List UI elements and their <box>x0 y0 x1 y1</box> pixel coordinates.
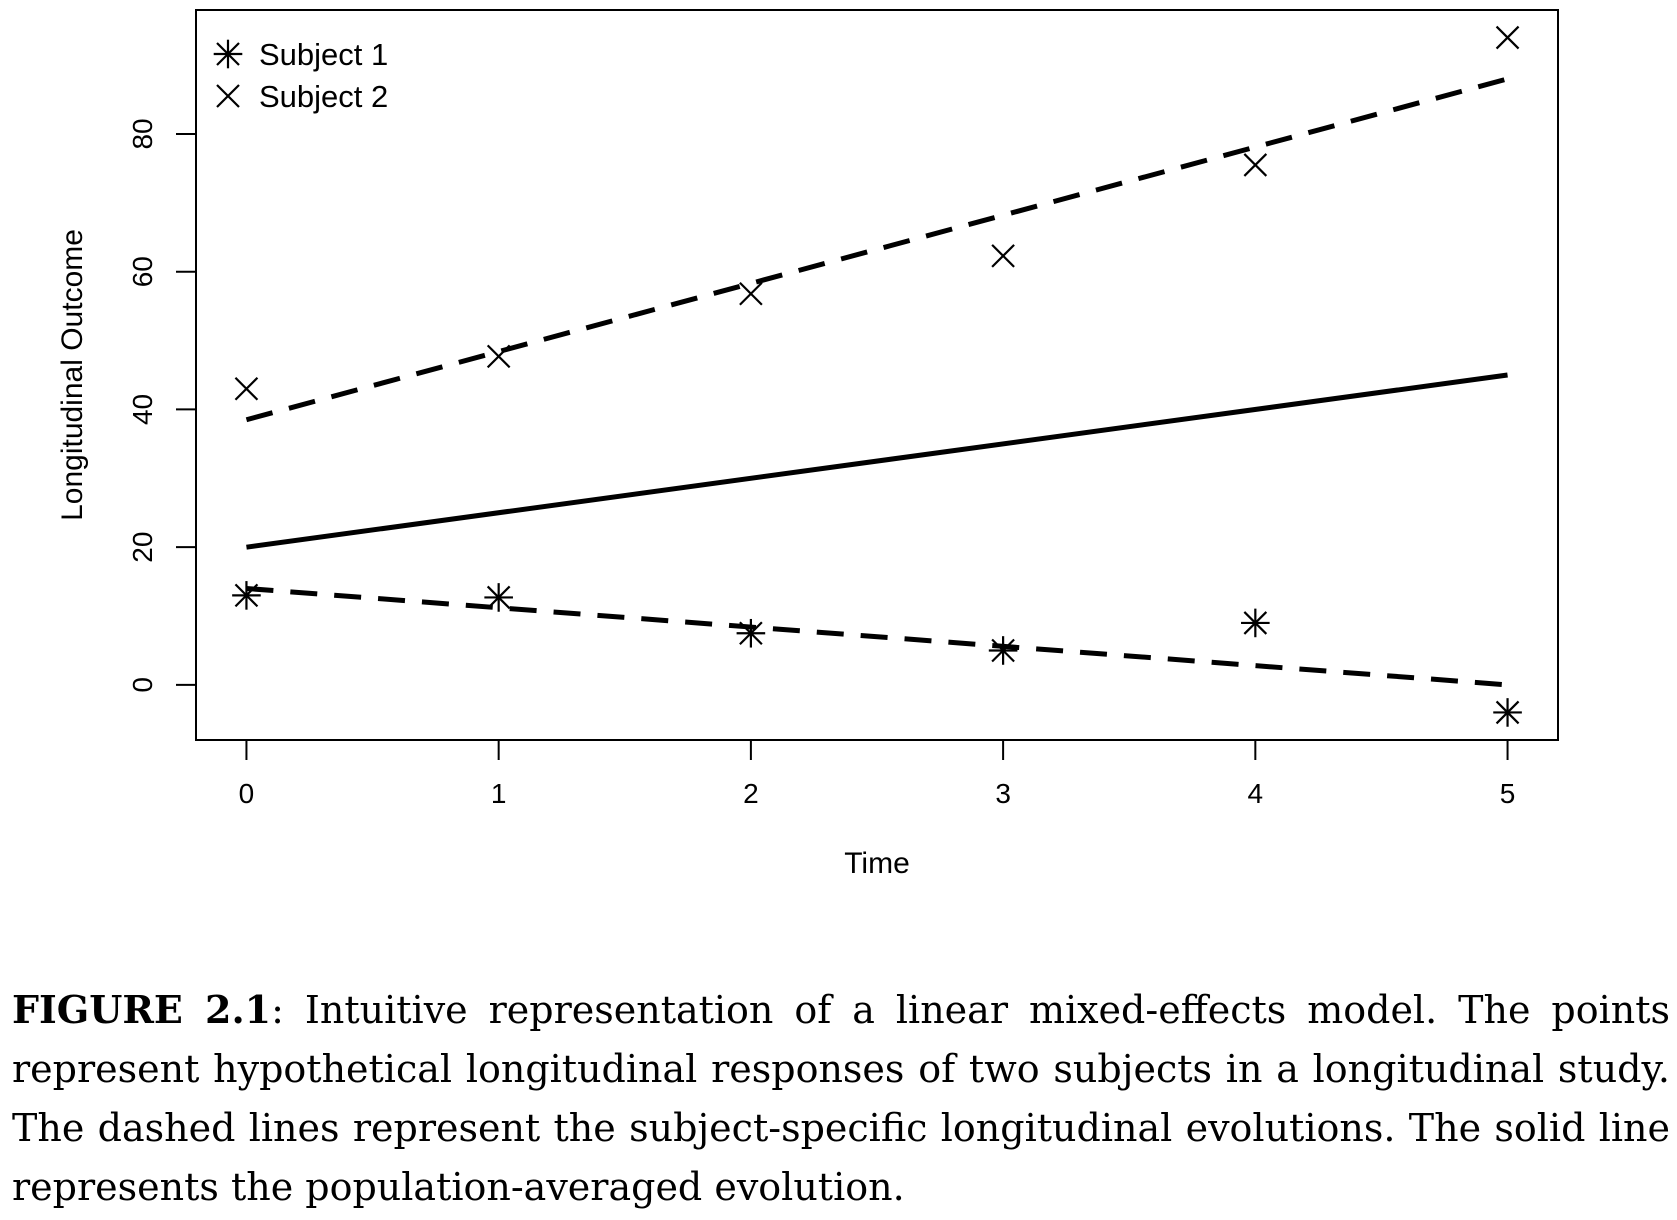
figure-caption: FIGURE 2.1: Intuitive representation of … <box>12 980 1670 1217</box>
chart: 0 1 2 3 4 5 0 20 40 60 80 Time Longitudinal Outco… <box>56 9 1559 880</box>
y-tick-label-40: 40 <box>127 394 158 425</box>
data-point-subject-1-t1 <box>484 583 513 612</box>
y-tick-label-80: 80 <box>127 118 158 149</box>
caption-text: : Intuitive representation of a linear m… <box>12 988 1670 1209</box>
y-tick-label-20: 20 <box>127 532 158 563</box>
y-axis-label: Longitudinal Outcome <box>56 229 89 521</box>
data-point-subject-1-t2 <box>736 618 766 648</box>
dashed-line-1 <box>246 585 1508 688</box>
data-point-subject-1-t4 <box>1241 608 1270 638</box>
legend-label-1: Subject 1 <box>259 37 388 72</box>
x-axis: 0 1 2 3 4 5 <box>239 739 1516 809</box>
x-tick-label-5: 5 <box>1500 778 1516 809</box>
dashed-line-2 <box>245 76 1509 423</box>
legend: Subject 1 Subject 2 <box>213 37 388 114</box>
legend-label-2: Subject 2 <box>259 79 388 114</box>
x-tick-label-0: 0 <box>239 778 255 809</box>
x-tick-label-1: 1 <box>491 778 507 809</box>
plot-lines <box>245 76 1509 688</box>
data-point-subject-2-t1 <box>486 344 511 369</box>
y-axis: 0 20 40 60 80 <box>127 118 197 693</box>
y-tick-label-60: 60 <box>127 256 158 287</box>
legend-marker-2 <box>216 84 240 108</box>
x-tick-label-2: 2 <box>743 778 759 809</box>
x-tick-label-3: 3 <box>995 778 1011 809</box>
x-tick-label-4: 4 <box>1248 778 1264 809</box>
data-point-subject-2-t3 <box>991 244 1015 268</box>
data-point-subject-2-t0 <box>234 376 259 401</box>
data-point-subject-1-t0 <box>232 581 261 610</box>
data-point-subject-2-t2 <box>739 281 763 306</box>
data-point-subject-1-t3 <box>988 636 1018 665</box>
caption-label: FIGURE 2.1 <box>12 987 272 1032</box>
legend-marker-1 <box>213 39 243 69</box>
plot-points <box>232 25 1522 727</box>
data-point-subject-1-t5 <box>1493 698 1522 727</box>
data-point-subject-2-t5 <box>1495 25 1520 50</box>
y-tick-label-0: 0 <box>127 677 158 693</box>
data-point-subject-2-t4 <box>1243 153 1268 177</box>
solid-line-3 <box>246 372 1508 550</box>
x-axis-label: Time <box>844 847 910 880</box>
